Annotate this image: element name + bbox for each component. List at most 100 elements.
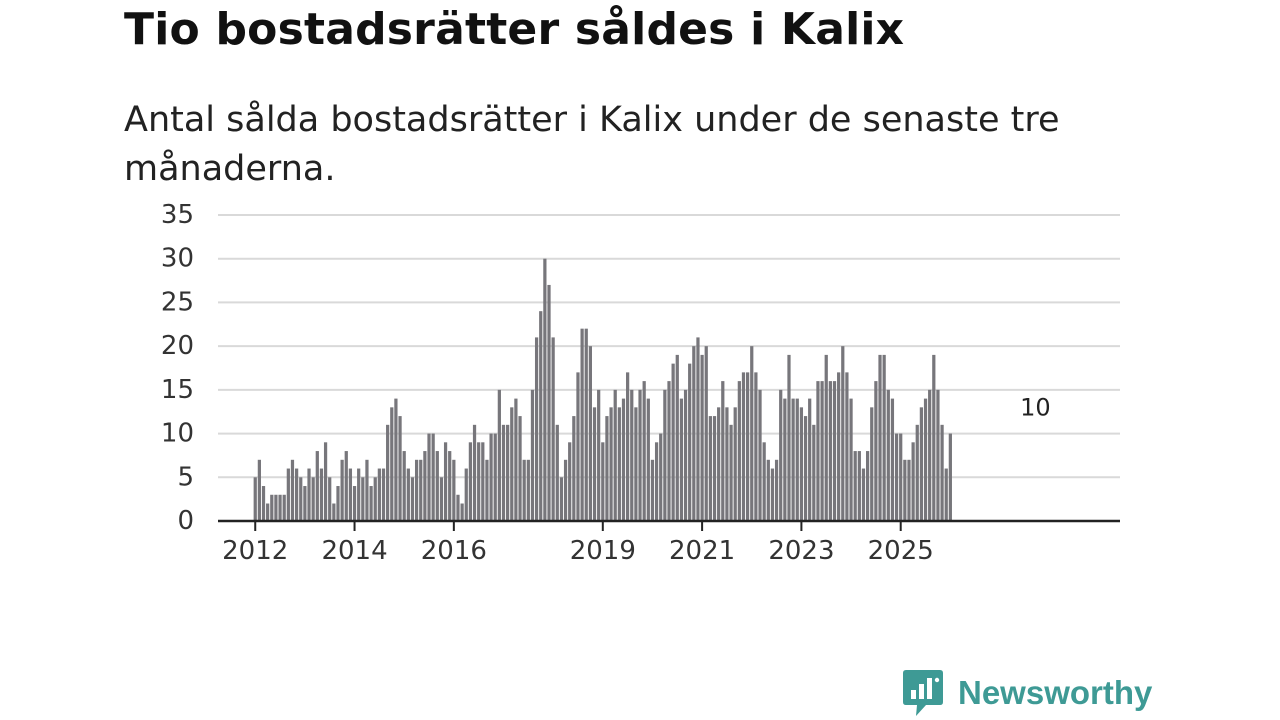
bar xyxy=(799,407,804,521)
bar xyxy=(609,407,613,521)
bar xyxy=(506,424,510,521)
bar xyxy=(501,424,506,521)
bar xyxy=(286,468,290,521)
bar xyxy=(580,328,584,521)
bar xyxy=(423,451,427,521)
bar xyxy=(746,372,750,521)
bar xyxy=(700,354,704,521)
bar xyxy=(253,477,257,521)
bar xyxy=(642,381,646,521)
bar xyxy=(861,468,866,521)
x-tick-label: 2016 xyxy=(421,536,487,566)
bar xyxy=(928,389,932,521)
bar xyxy=(588,346,592,521)
bar xyxy=(907,459,911,521)
bar xyxy=(414,459,419,521)
bar xyxy=(390,407,394,521)
bar xyxy=(431,433,435,521)
newsworthy-wordmark: Newsworthy xyxy=(958,674,1153,711)
bar xyxy=(688,363,692,521)
bar xyxy=(547,284,551,521)
bar xyxy=(290,459,295,521)
bar xyxy=(365,459,369,521)
bar xyxy=(464,468,468,521)
bar xyxy=(386,424,390,521)
bar xyxy=(617,407,621,521)
bar xyxy=(315,451,319,521)
bar xyxy=(679,398,684,521)
bar xyxy=(733,407,737,521)
bar xyxy=(741,372,746,521)
bar xyxy=(923,398,928,521)
y-tick-label: 25 xyxy=(161,287,194,317)
bar xyxy=(381,468,386,521)
bar xyxy=(448,451,452,521)
bar xyxy=(373,477,377,521)
bar xyxy=(882,354,886,521)
bar xyxy=(497,389,501,521)
bar xyxy=(361,477,365,521)
bar xyxy=(526,459,530,521)
bar xyxy=(572,416,576,521)
bar xyxy=(795,398,799,521)
bar xyxy=(270,494,274,521)
bar xyxy=(257,459,261,521)
bar xyxy=(948,433,952,521)
bar xyxy=(319,468,324,521)
bar xyxy=(601,442,605,521)
chart-subtitle: Antal sålda bostadsrätter i Kalix under … xyxy=(124,100,1060,189)
bar xyxy=(493,433,497,521)
chart-title: Tio bostadsrätter såldes i Kalix xyxy=(124,4,905,55)
bar xyxy=(274,494,278,521)
bar xyxy=(758,389,762,521)
bar xyxy=(791,398,795,521)
bar xyxy=(439,477,444,521)
bar xyxy=(303,486,307,521)
bar xyxy=(894,433,899,521)
bar xyxy=(857,451,861,521)
bar xyxy=(936,389,940,521)
bar xyxy=(630,389,634,521)
bar xyxy=(803,416,808,521)
data-label-pointer xyxy=(1009,399,1019,416)
bar xyxy=(812,424,816,521)
bar xyxy=(477,442,481,521)
bar xyxy=(841,346,845,521)
bar xyxy=(348,468,353,521)
bar xyxy=(514,398,518,521)
bar xyxy=(481,442,485,521)
x-tick-label: 2012 xyxy=(222,536,288,566)
bar xyxy=(261,486,266,521)
bar xyxy=(452,459,456,521)
bar xyxy=(890,398,895,521)
bar xyxy=(766,459,770,521)
bar xyxy=(832,381,837,521)
bar xyxy=(626,372,630,521)
bar xyxy=(340,459,344,521)
bar xyxy=(576,372,580,521)
bar xyxy=(419,459,423,521)
x-tick-label: 2025 xyxy=(868,536,934,566)
y-tick-label: 10 xyxy=(161,419,194,449)
x-tick-label: 2021 xyxy=(669,536,735,566)
bar xyxy=(559,477,564,521)
bar xyxy=(667,381,671,521)
bar xyxy=(456,494,460,521)
bar xyxy=(534,337,539,521)
bar xyxy=(638,389,642,521)
bar xyxy=(692,346,696,521)
bar xyxy=(568,442,572,521)
bar xyxy=(654,442,659,521)
bar xyxy=(828,381,832,521)
bar xyxy=(634,407,638,521)
bar xyxy=(754,372,758,521)
bar xyxy=(311,477,315,521)
bar xyxy=(563,459,568,521)
bar xyxy=(708,416,712,521)
bar xyxy=(539,311,543,521)
bar xyxy=(646,398,650,521)
bar xyxy=(278,494,282,521)
bar xyxy=(865,451,870,521)
bar xyxy=(845,372,849,521)
